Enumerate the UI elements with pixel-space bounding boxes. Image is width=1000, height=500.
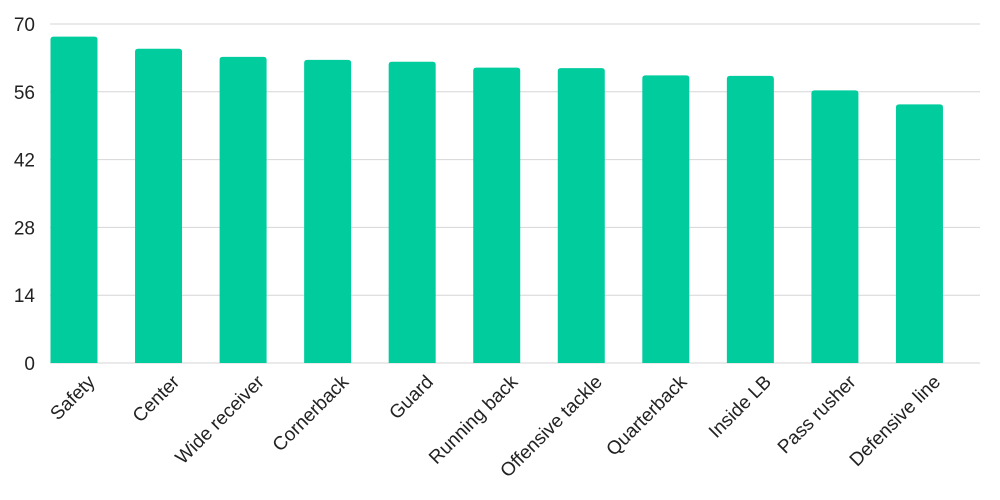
y-tick-label: 56 xyxy=(14,83,35,104)
bar-safety xyxy=(50,36,98,363)
x-tick-label: Quarterback xyxy=(603,371,692,460)
bar-inside-lb xyxy=(726,75,774,363)
x-tick-label: Center xyxy=(129,371,185,427)
y-axis-ticks: 0 14 28 42 56 70 xyxy=(14,15,36,375)
bar-guard xyxy=(388,61,436,363)
y-tick-label: 70 xyxy=(14,15,35,36)
bar-cornerback xyxy=(304,59,352,363)
x-tick-label: Defensive line xyxy=(846,372,945,471)
bar-center xyxy=(135,48,183,363)
bar-quarterback xyxy=(642,75,690,363)
bar-wide-receiver xyxy=(219,56,267,363)
x-tick-label: Wide receiver xyxy=(172,371,269,468)
x-tick-label: Safety xyxy=(47,371,100,424)
bar-pass-rusher xyxy=(811,90,859,364)
y-tick-label: 0 xyxy=(24,354,35,375)
x-tick-label: Running back xyxy=(425,371,522,468)
y-tick-label: 28 xyxy=(14,218,35,239)
bar-defensive-line xyxy=(895,104,943,364)
x-tick-label: Guard xyxy=(386,372,438,424)
bar-running-back xyxy=(473,67,521,363)
bars xyxy=(50,36,943,364)
x-tick-label: Inside LB xyxy=(705,372,776,443)
y-tick-label: 14 xyxy=(14,286,36,307)
bar-offensive-tackle xyxy=(557,68,605,363)
x-tick-label: Cornerback xyxy=(269,371,354,456)
y-tick-label: 42 xyxy=(14,151,35,172)
x-tick-label: Pass rusher xyxy=(774,371,861,458)
